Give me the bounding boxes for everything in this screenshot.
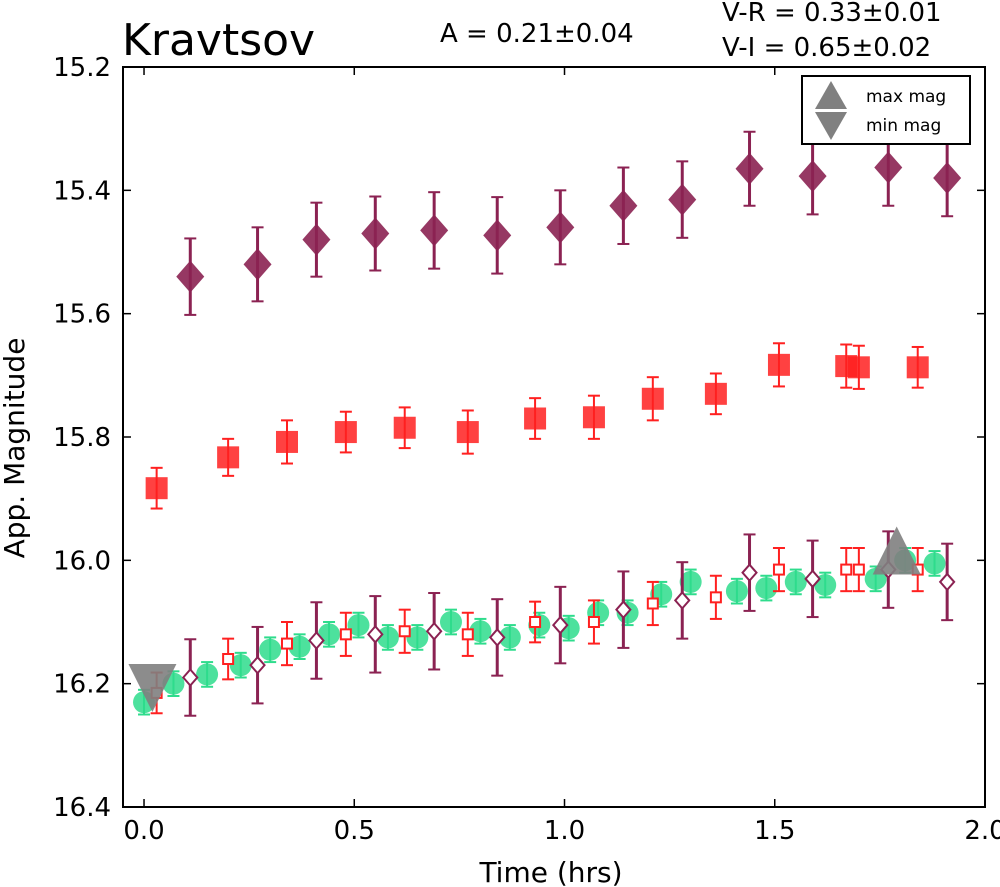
y-tick-label: 15.8: [53, 423, 111, 453]
data-point-diamond-filled: [302, 223, 331, 256]
legend: max mag min mag: [801, 75, 971, 145]
data-point-circle-filled: [755, 577, 778, 600]
series-circle-filled: [133, 547, 946, 716]
data-point-diamond-open: [366, 624, 384, 644]
data-point-square-open: [529, 616, 542, 628]
data-point-circle-filled: [725, 580, 748, 603]
amplitude-label: A = 0.21±0.04: [440, 19, 634, 49]
x-axis-label: Time (hrs): [478, 856, 622, 887]
legend-max-mag-triangle-icon: [815, 81, 847, 109]
data-point-diamond-open: [181, 667, 199, 688]
max-mag-triangle: [872, 526, 921, 575]
data-point-diamond-open: [615, 600, 632, 620]
data-point-diamond-filled: [874, 151, 903, 184]
data-point-square-filled: [704, 382, 727, 405]
data-point-square-open: [646, 597, 659, 610]
data-point-square-open: [709, 591, 722, 604]
data-point-diamond-open: [425, 621, 443, 641]
data-point-diamond-filled: [735, 152, 764, 185]
data-point-square-filled: [145, 477, 168, 500]
data-point-square-filled: [393, 416, 416, 439]
data-point-square-filled: [641, 387, 664, 410]
color-index-vi: V-I = 0.65±0.02: [722, 33, 931, 63]
x-tick-label: 2.0: [964, 816, 1000, 846]
y-tick-label: 16.2: [53, 670, 111, 700]
data-point-square-open: [840, 563, 853, 576]
data-point-circle-filled: [196, 663, 219, 686]
data-point-circle-filled: [469, 620, 492, 643]
chart-title: Kravtsov: [122, 15, 315, 66]
plot-marks: [128, 128, 962, 717]
data-point-square-filled: [456, 421, 479, 444]
x-tick-label: 0.0: [123, 816, 164, 846]
data-point-diamond-filled: [483, 219, 512, 252]
data-point-diamond-filled: [933, 162, 962, 194]
y-tick-label: 15.4: [53, 176, 111, 206]
data-point-diamond-filled: [798, 160, 827, 193]
data-point-circle-filled: [376, 626, 399, 649]
data-point-square-filled: [767, 353, 790, 376]
color-index-vr: V-R = 0.33±0.01: [722, 0, 942, 28]
legend-min-mag-triangle-icon: [815, 112, 847, 140]
data-point-square-open: [222, 653, 235, 665]
data-point-square-filled: [847, 356, 870, 379]
data-point-square-open: [852, 563, 865, 576]
data-point-square-filled: [524, 407, 547, 430]
x-tick-label: 0.5: [334, 816, 375, 846]
data-point-circle-filled: [923, 552, 946, 575]
y-tick-label: 15.2: [53, 53, 111, 83]
data-point-circle-filled: [498, 626, 521, 649]
data-point-diamond-filled: [668, 183, 697, 216]
data-point-diamond-filled: [420, 214, 449, 247]
data-point-diamond-open: [551, 615, 569, 635]
data-point-square-open: [772, 563, 785, 576]
data-point-diamond-open: [673, 590, 691, 610]
data-point-square-open: [280, 637, 293, 650]
data-point-diamond-filled: [176, 260, 205, 293]
data-point-square-open: [398, 625, 411, 638]
data-point-circle-filled: [406, 626, 429, 649]
data-point-square-filled: [217, 446, 240, 469]
data-point-diamond-filled: [361, 217, 390, 250]
data-point-diamond-filled: [546, 211, 575, 244]
data-point-circle-filled: [229, 654, 252, 677]
y-tick-label: 16.4: [53, 793, 111, 823]
data-point-circle-filled: [347, 614, 370, 637]
legend-min-mag-label: min mag: [866, 116, 941, 136]
y-axis-label: App. Magnitude: [0, 338, 31, 559]
data-point-circle-filled: [679, 570, 702, 593]
data-point-diamond-filled: [243, 248, 272, 281]
data-point-diamond-open: [804, 569, 821, 589]
x-tick-label: 1.5: [754, 816, 795, 846]
data-point-diamond-filled: [609, 189, 638, 222]
data-point-circle-filled: [288, 635, 311, 658]
min-mag-triangle: [128, 664, 177, 712]
series-diamond-filled: [176, 128, 962, 316]
axis-ticks: 0.0 0.5 1.0 1.5 2.0 15.2 15.4 15.6 15.8 16.0 16.2 1…: [53, 53, 1000, 846]
x-tick-label: 1.0: [544, 816, 585, 846]
y-tick-label: 15.6: [53, 300, 111, 330]
data-point-diamond-open: [488, 627, 506, 647]
series-square-filled: [145, 342, 929, 510]
data-point-circle-filled: [784, 570, 807, 593]
data-point-diamond-open: [249, 655, 266, 675]
data-point-square-open: [339, 628, 352, 641]
data-point-square-filled: [906, 356, 929, 379]
y-tick-label: 16.0: [53, 546, 111, 576]
data-point-square-open: [461, 628, 474, 641]
legend-max-mag-label: max mag: [866, 87, 946, 107]
data-point-square-filled: [582, 406, 605, 429]
data-point-diamond-open: [938, 572, 956, 592]
data-point-square-open: [587, 616, 600, 628]
series-square-open: [150, 547, 924, 715]
data-point-square-filled: [275, 430, 298, 453]
data-point-square-filled: [334, 421, 357, 444]
data-point-circle-filled: [439, 611, 462, 633]
data-point-diamond-open: [741, 563, 758, 583]
data-point-circle-filled: [259, 638, 282, 661]
data-point-diamond-open: [308, 630, 325, 651]
